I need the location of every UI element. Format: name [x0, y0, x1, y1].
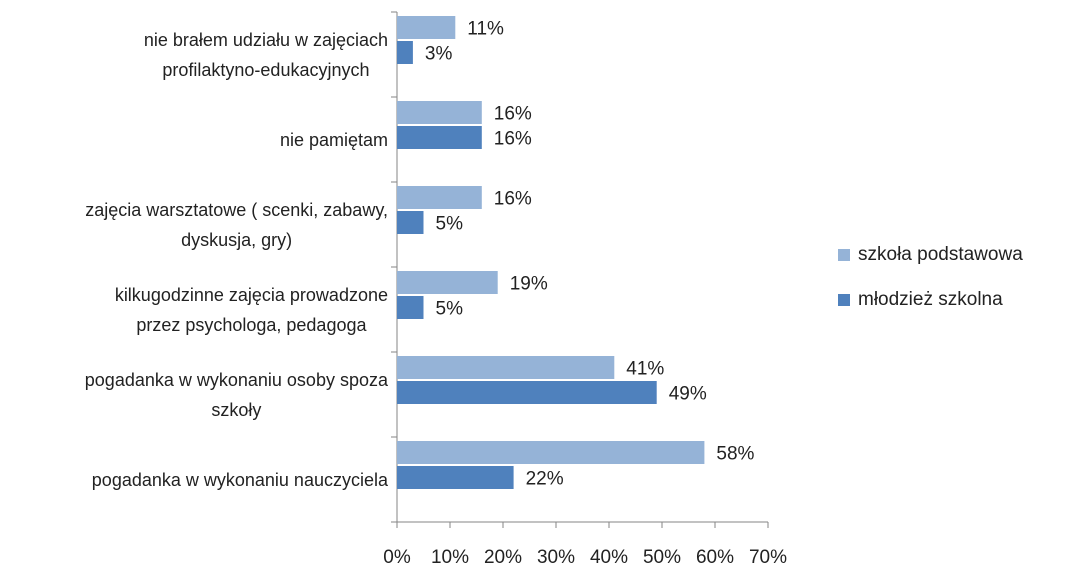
value-label: 41%: [626, 359, 664, 380]
bar: [397, 211, 424, 234]
value-label: 19%: [510, 274, 548, 295]
category-label: nie brałem udziału w zajęciach profilakt…: [143, 29, 388, 80]
bar: [397, 356, 615, 379]
legend-label: młodzież szkolna: [858, 289, 1003, 310]
category-label: nie pamiętam: [279, 129, 388, 150]
bar: [397, 441, 705, 464]
value-label: 22%: [526, 469, 564, 490]
bar: [397, 16, 456, 39]
value-label: 49%: [669, 384, 707, 405]
value-label: 16%: [494, 104, 532, 125]
value-label: 11%: [467, 19, 504, 40]
value-label: 16%: [494, 189, 532, 210]
x-tick-label: 60%: [696, 547, 734, 564]
x-tick-label: 70%: [749, 547, 787, 564]
bar: [397, 41, 413, 64]
bar: [397, 186, 482, 209]
bar: [397, 296, 424, 319]
legend-swatch: [838, 294, 850, 306]
value-label: 5%: [436, 299, 464, 320]
x-tick-label: 30%: [537, 547, 575, 564]
x-tick-label: 10%: [431, 547, 469, 564]
category-label: kilkugodzinne zajęcia prowadzone przez p…: [114, 284, 388, 335]
value-label: 58%: [716, 444, 754, 465]
x-tick-label: 50%: [643, 547, 681, 564]
x-tick-label: 0%: [383, 547, 411, 564]
category-label: pogadanka w wykonaniu osoby spoza szkoły: [84, 369, 388, 420]
category-label: zajęcia warsztatowe ( scenki, zabawy, dy…: [85, 199, 388, 250]
value-label: 3%: [425, 44, 453, 65]
legend-label: szkoła podstawowa: [858, 244, 1023, 265]
legend-swatch: [838, 249, 850, 261]
bar: [397, 126, 482, 149]
category-label: pogadanka w wykonaniu nauczyciela: [91, 469, 388, 490]
x-tick-label: 40%: [590, 547, 628, 564]
x-tick-label: 20%: [484, 547, 522, 564]
value-label: 5%: [436, 214, 464, 235]
value-label: 16%: [494, 129, 532, 150]
bar: [397, 381, 657, 404]
bar: [397, 466, 514, 489]
bar: [397, 271, 498, 294]
bar: [397, 101, 482, 124]
